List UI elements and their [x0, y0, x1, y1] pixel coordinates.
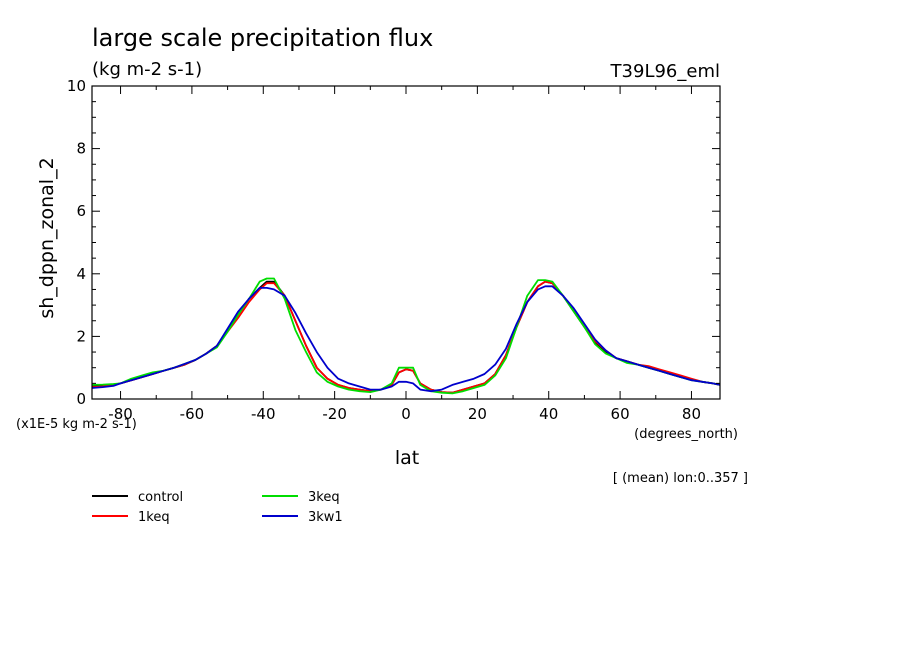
- x-tick-label: 20: [468, 405, 487, 423]
- x-units: (degrees_north): [634, 427, 738, 442]
- series-line-3keq: [91, 277, 721, 395]
- series-layer: [91, 277, 721, 395]
- y-tick-label: 0: [76, 390, 86, 408]
- x-tick-label: -80: [108, 405, 133, 423]
- x-axis-label: lat: [395, 447, 419, 469]
- x-tick-label: 60: [611, 405, 630, 423]
- series-line-1keq: [91, 280, 721, 394]
- chart-units: (kg m-2 s-1): [92, 59, 202, 80]
- y-tick-label: 8: [76, 140, 86, 158]
- x-tick-label: -60: [180, 405, 205, 423]
- legend-label-control: control: [138, 490, 183, 505]
- series-line-3kw1: [91, 285, 721, 393]
- ticks-layer: -80 -60 -40 -20 0 20 40 60 80 0 2 4 6 8 10: [67, 77, 720, 423]
- y-axis-label: sh_dppn_zonal_2: [36, 157, 58, 318]
- y-tick-label: 6: [76, 202, 86, 220]
- x-tick-label: 80: [682, 405, 701, 423]
- chart-title: large scale precipitation flux: [92, 24, 433, 52]
- footnote: [ (mean) lon:0..357 ]: [613, 471, 748, 486]
- y-tick-label: 4: [76, 265, 86, 283]
- model-label: T39L96_eml: [610, 61, 720, 82]
- x-tick-label: -40: [251, 405, 276, 423]
- series-line-control: [91, 280, 721, 394]
- x-tick-label: 40: [539, 405, 558, 423]
- x-tick-label: -20: [322, 405, 347, 423]
- legend-label-1keq: 1keq: [138, 510, 170, 525]
- legend-label-3kw1: 3kw1: [308, 510, 343, 525]
- plot-frame: [91, 85, 721, 400]
- legend-label-3keq: 3keq: [308, 490, 340, 505]
- y-tick-label: 2: [76, 327, 86, 345]
- y-tick-label: 10: [67, 77, 86, 95]
- legend: control 1keq 3keq 3kw1: [92, 490, 343, 525]
- x-tick-label: 0: [401, 405, 411, 423]
- y-scale-note: (x1E-5 kg m-2 s-1): [16, 417, 137, 432]
